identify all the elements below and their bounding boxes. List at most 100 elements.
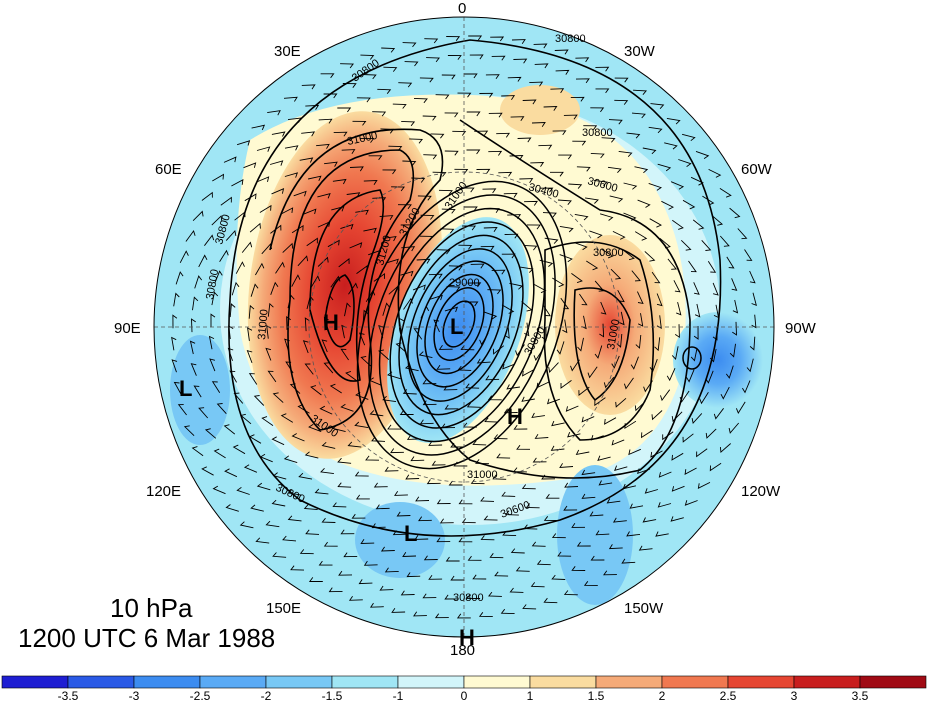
wind-barb [572,140,587,146]
wind-barb [531,122,546,127]
wind-barb [483,227,498,232]
wind-barb [216,403,227,415]
wind-barb [728,422,740,434]
colorbar-box [595,675,663,689]
wind-barb [461,518,476,524]
wind-barb [684,500,698,506]
longitude-label: 180 [450,642,475,659]
wind-barb [670,516,684,522]
wind-barb [297,255,309,267]
wind-barb [472,440,487,446]
wind-barb [446,286,461,292]
wind-barb [323,541,338,547]
wind-barb [558,154,573,160]
wind-barb [494,571,509,577]
wind-barb [348,282,358,295]
colorbar-tick-label: 3 [791,689,798,702]
wind-barb [404,61,419,67]
wind-barb [387,424,402,430]
wind-barb [363,180,378,185]
colorbar-tick-label: 2 [659,689,666,702]
wind-barb [690,347,698,362]
wind-barb [224,468,238,478]
wind-barb [623,250,635,261]
wind-barb [650,103,665,109]
wind-barb [516,444,531,450]
wind-barb [280,207,294,215]
wind-barb [236,140,251,146]
longitude-label: 30E [274,43,301,60]
wind-barb [682,199,696,210]
wind-barb [444,594,459,600]
wind-barb [271,131,286,137]
wind-barb [388,145,403,151]
wind-barb [349,242,363,249]
wind-barb [380,546,395,552]
wind-barb [447,55,462,60]
wind-barb [586,260,599,271]
wind-barb [522,604,537,610]
wind-barb [621,558,636,564]
wind-barb [608,544,623,550]
wind-barb [355,209,369,215]
wind-barb [201,191,213,201]
wind-barb [283,96,298,102]
wind-barb [545,493,560,499]
wind-barb [510,116,525,122]
wind-barb [256,482,271,491]
longitude-labels: 0 30W 60W 90W 120W 150W 180 150E 120E 90… [114,0,817,659]
wind-barb [577,337,584,352]
wind-barb [420,214,435,220]
wind-barb [382,169,397,175]
wind-barb [699,392,709,405]
wind-barb [290,565,305,571]
wind-barb [531,412,545,418]
wind-barb [581,493,596,499]
wind-barb [695,150,710,159]
wind-barb [314,488,329,495]
wind-barb [517,137,532,143]
wind-barb [466,594,481,599]
wind-barb [381,47,396,53]
wind-barb [557,199,572,205]
wind-barb [719,235,730,247]
wind-barb [735,401,746,414]
wind-barb [678,159,692,167]
wind-barb [534,433,549,439]
wind-barb [531,541,546,547]
wind-barb [492,474,507,480]
wind-barb [618,150,633,158]
wind-barb [682,433,694,443]
wind-barb [283,455,298,464]
wind-barb [614,77,629,83]
wind-barb [401,120,416,127]
wind-barb [720,386,730,400]
wind-barb [351,513,366,519]
wind-barb [482,188,497,194]
wind-barb [413,328,423,340]
wind-barb [530,162,545,167]
longitude-label: 150E [266,600,301,617]
wind-barb [358,579,373,585]
wind-barb [255,537,270,544]
longitude-label: 150W [624,600,664,617]
wind-barb [640,430,653,439]
wind-barb [463,73,478,79]
wind-barb [382,395,397,403]
wind-barb [578,386,590,397]
wind-barb [676,301,682,316]
wind-barb [192,210,204,222]
wind-barb [282,242,294,253]
wind-barb [597,455,611,461]
wind-barb [465,383,480,389]
longitude-label: 60W [741,161,773,178]
contour-label: 31000 [605,318,622,350]
wind-barb [559,463,574,469]
wind-barb [302,340,309,354]
wind-barb [280,413,294,423]
wind-barb [211,291,219,306]
wind-barb [204,234,215,246]
wind-barb [431,460,446,466]
wind-barb [466,111,481,117]
wind-barb [562,319,568,334]
